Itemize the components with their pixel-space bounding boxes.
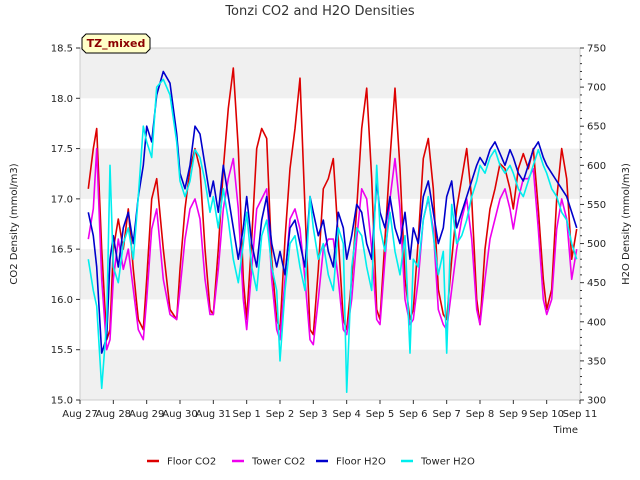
y-right-tick-label: 300	[587, 396, 606, 407]
y-right-tick-label: 400	[587, 317, 606, 328]
plot-frame	[79, 47, 581, 401]
band-15-15.5	[80, 349, 580, 400]
y-left-tick-label: 17.0	[51, 194, 73, 205]
x-tick-label: Aug 30	[162, 409, 197, 420]
x-tick-label: Sep 4	[332, 409, 360, 420]
x-tick-label: Sep 6	[399, 409, 427, 420]
x-tick-label: Sep 5	[366, 409, 394, 420]
x-tick-label: Sep 9	[499, 409, 527, 420]
y-left-tick-label: 16.0	[51, 295, 73, 306]
series-line-tower-h2o	[87, 78, 578, 394]
x-tick-label: Aug 29	[129, 409, 164, 420]
y-right-tick-label: 750	[587, 44, 606, 55]
plot-area	[80, 48, 580, 400]
x-tick-label: Aug 31	[196, 409, 231, 420]
site-label-box: TZ_mixed	[81, 33, 151, 54]
legend-label: Tower CO2	[251, 457, 305, 468]
x-tick-label: Sep 3	[299, 409, 327, 420]
x-tick-label: Sep 1	[232, 409, 260, 420]
axes-layer	[79, 47, 581, 401]
y-left-tick-label: 15.0	[51, 396, 73, 407]
y-right-tick-label: 500	[587, 239, 606, 250]
y-axis-left-title: CO2 Density (mmol/m3)	[9, 163, 20, 284]
y-left-tick-label: 18.0	[51, 94, 73, 105]
x-tick-label: Aug 28	[96, 409, 131, 420]
site-label: TZ_mixed	[87, 37, 146, 50]
y-right-tick-label: 550	[587, 200, 606, 211]
y-left-tick-label: 15.5	[51, 345, 73, 356]
x-tick-label: Aug 27	[62, 409, 97, 420]
band-18-18.5	[80, 48, 580, 99]
series-line-floor-co2	[87, 67, 578, 341]
x-tick-label: Sep 10	[529, 409, 564, 420]
series-line-tower-co2	[87, 147, 578, 351]
y-right-tick-label: 700	[587, 83, 606, 94]
y-right-tick-label: 450	[587, 278, 606, 289]
series-line-floor-h2o	[87, 70, 578, 354]
y-left-tick-label: 17.5	[51, 144, 73, 155]
x-tick-label: Sep 8	[466, 409, 494, 420]
x-axis-title: Time	[553, 425, 578, 436]
legend-label: Floor CO2	[167, 457, 216, 468]
series-layer	[87, 67, 578, 394]
legend: Floor CO2 Tower CO2 Floor H2O Tower H2O	[147, 457, 475, 468]
x-tick-label: Sep 2	[266, 409, 294, 420]
site-label-frame	[81, 33, 151, 54]
x-tick-label: Sep 7	[432, 409, 460, 420]
y-left-tick-label: 18.5	[51, 44, 73, 55]
right-axis: 300 350 400 450 500 550 600 650 700 750	[580, 44, 606, 407]
y-right-tick-label: 650	[587, 122, 606, 133]
y-left-tick-label: 16.5	[51, 245, 73, 256]
legend-label: Floor H2O	[336, 457, 386, 468]
chart-title: Tonzi CO2 and H2O Densities	[224, 4, 415, 19]
y-right-tick-label: 350	[587, 356, 606, 367]
legend-label: Tower H2O	[420, 457, 475, 468]
y-axis-right-title: H2O Density (mmol/m3)	[621, 163, 632, 285]
y-right-tick-label: 600	[587, 161, 606, 172]
x-tick-label: Sep 11	[563, 409, 598, 420]
left-axis: 15.0 15.5 16.0 16.5 17.0 17.5 18.0 18.5	[51, 44, 80, 407]
